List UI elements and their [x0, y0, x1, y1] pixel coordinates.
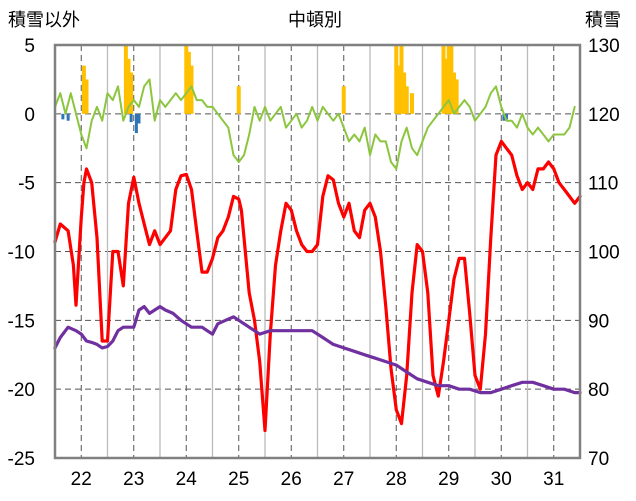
bar-positive	[126, 58, 131, 114]
bar-positive	[123, 45, 128, 114]
left-tick-label: -20	[8, 380, 35, 401]
x-tick-label: 25	[228, 469, 249, 490]
x-tick-label: 26	[281, 469, 302, 490]
series-line-1	[54, 78, 576, 170]
left-tick-label: -25	[8, 449, 35, 470]
left-axis-title: 積雪以外	[8, 10, 80, 31]
right-tick-label: 90	[588, 311, 609, 332]
bar-positive	[186, 51, 191, 114]
bar-positive	[129, 72, 134, 114]
bar-positive	[184, 45, 189, 114]
bar-negative	[61, 113, 65, 120]
bar-positive	[236, 86, 241, 114]
x-tick-label: 22	[71, 469, 92, 490]
bar-positive	[399, 45, 404, 114]
series-line-2	[53, 305, 582, 395]
bar-positive	[404, 86, 409, 114]
left-tick-label: -15	[8, 311, 35, 332]
bar-positive	[452, 72, 456, 114]
bar-positive	[441, 45, 446, 114]
x-tick-label: 29	[438, 469, 459, 490]
bar-negative	[129, 113, 133, 123]
bar-positive	[394, 45, 399, 114]
bar-negative	[502, 113, 506, 121]
bar-positive	[454, 79, 459, 114]
x-tick-label: 23	[123, 469, 144, 490]
bar-negative	[134, 113, 138, 134]
x-tick-label: 31	[543, 469, 564, 490]
x-tick-label: 28	[386, 469, 407, 490]
bar-negative	[505, 113, 508, 120]
plot-frame	[53, 43, 582, 460]
left-tick-label: -10	[8, 243, 35, 264]
left-tick-label: 5	[24, 36, 35, 57]
bar-positive	[341, 86, 346, 114]
chart-title: 中頓別	[288, 10, 342, 31]
bar-positive	[446, 45, 451, 114]
bar-positive	[396, 65, 401, 114]
right-tick-label: 130	[588, 36, 620, 57]
bar-negative	[66, 113, 70, 121]
x-tick-label: 24	[176, 469, 198, 490]
bar-positive	[84, 79, 89, 114]
right-axis-title: 積雪	[585, 10, 621, 31]
left-tick-label: 0	[24, 105, 35, 126]
x-tick-label: 27	[333, 469, 354, 490]
bar-positive	[449, 45, 454, 114]
right-tick-label: 110	[588, 174, 618, 195]
right-tick-label: 70	[588, 449, 609, 470]
bar-negative	[137, 113, 141, 124]
bar-positive	[402, 72, 407, 114]
bar-positive	[81, 65, 86, 114]
right-tick-label: 100	[588, 243, 620, 264]
left-tick-label: -5	[18, 174, 35, 195]
bar-positive	[444, 58, 449, 114]
bar-positive	[410, 93, 414, 114]
x-tick-label: 30	[491, 469, 512, 490]
series-line-0	[53, 139, 582, 433]
bar-positive	[189, 65, 194, 114]
right-tick-label: 120	[588, 105, 620, 126]
right-tick-label: 80	[588, 380, 609, 401]
